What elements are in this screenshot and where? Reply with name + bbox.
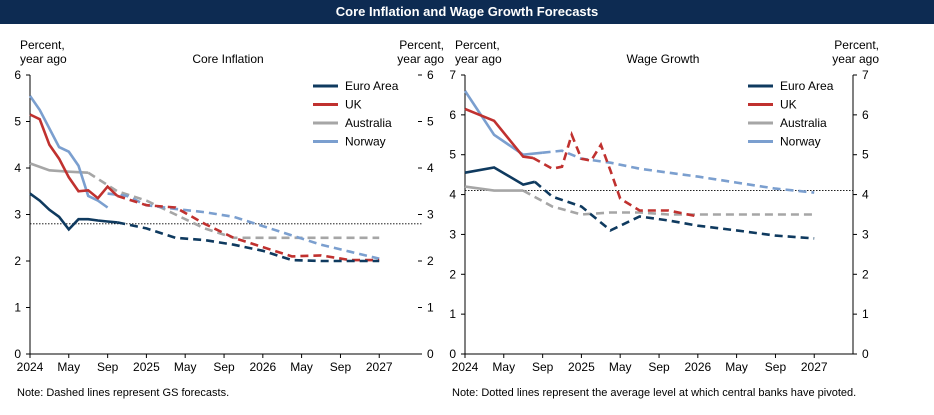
legend-label-australia: Australia bbox=[345, 116, 392, 130]
y-tick-label-right: 2 bbox=[427, 254, 434, 268]
y-tick-label-right: 6 bbox=[427, 68, 434, 82]
y-tick-label-left: 3 bbox=[14, 208, 21, 222]
series-line-australia-actual bbox=[464, 185, 524, 192]
panel-title: Wage Growth bbox=[627, 52, 700, 66]
y-tick-label-left: 5 bbox=[449, 148, 456, 162]
legend-label-euro-area: Euro Area bbox=[780, 79, 834, 93]
y-tick-label-right: 1 bbox=[862, 307, 869, 321]
legend-label-euro-area: Euro Area bbox=[345, 79, 399, 93]
x-tick-label: 2025 bbox=[568, 360, 595, 374]
y-tick-label-left: 4 bbox=[14, 161, 21, 175]
x-tick-label: Sep bbox=[330, 360, 352, 374]
series-line-uk-forecast bbox=[532, 130, 699, 218]
y-tick-label-right: 1 bbox=[427, 301, 434, 315]
series-line-uk-forecast bbox=[116, 194, 380, 262]
y-tick-label-right: 4 bbox=[862, 188, 869, 202]
series-line-euro-area-forecast bbox=[117, 221, 380, 263]
legend-label-uk: UK bbox=[345, 98, 362, 112]
legend-label-australia: Australia bbox=[780, 116, 827, 130]
figure-title: Core Inflation and Wage Growth Forecasts bbox=[0, 0, 934, 24]
note-right: Note: Dotted lines represent the average… bbox=[452, 387, 856, 399]
y-tick-label-right: 5 bbox=[862, 148, 869, 162]
y-tick-label-left: 3 bbox=[449, 227, 456, 241]
x-tick-label: May bbox=[725, 360, 748, 374]
x-tick-label: 2024 bbox=[452, 360, 479, 374]
x-tick-label: 2027 bbox=[366, 360, 393, 374]
y-tick-label-right: 3 bbox=[427, 208, 434, 222]
y-tick-label-left: 7 bbox=[449, 68, 456, 82]
y-tick-label-left: 5 bbox=[14, 115, 21, 129]
y-tick-label-right: 0 bbox=[862, 347, 869, 361]
y-tick-label-left: 4 bbox=[449, 188, 456, 202]
y-tick-label-left: 0 bbox=[14, 347, 21, 361]
series-line-norway-actual bbox=[463, 90, 543, 157]
series-line-euro-area-forecast bbox=[533, 180, 815, 240]
x-tick-label: 2026 bbox=[249, 360, 276, 374]
series-line-australia-actual bbox=[29, 162, 89, 174]
legend-label-norway: Norway bbox=[780, 135, 821, 149]
y-tick-label-left: 2 bbox=[14, 254, 21, 268]
x-tick-label: 2024 bbox=[17, 360, 44, 374]
y-tick-label-right: 0 bbox=[427, 347, 434, 361]
series-line-norway-actual bbox=[28, 95, 109, 209]
y-axis-label-right: Percent, bbox=[399, 38, 444, 52]
y-axis-label-right: Percent, bbox=[834, 38, 879, 52]
x-tick-label: Sep bbox=[532, 360, 554, 374]
y-tick-label-left: 2 bbox=[449, 267, 456, 281]
series-line-norway-forecast bbox=[542, 149, 815, 194]
y-axis-label-left: year ago bbox=[455, 52, 502, 66]
series-line-australia-forecast bbox=[87, 171, 380, 240]
y-tick-label-left: 6 bbox=[449, 108, 456, 122]
series-line-uk-actual bbox=[29, 113, 119, 201]
x-tick-label: May bbox=[492, 360, 515, 374]
series-line-euro-area-actual bbox=[464, 166, 536, 186]
y-tick-label-right: 6 bbox=[862, 108, 869, 122]
series-line-norway-forecast bbox=[107, 192, 380, 260]
y-axis-label-right: year ago bbox=[832, 52, 879, 66]
y-tick-label-left: 1 bbox=[449, 307, 456, 321]
x-tick-label: 2026 bbox=[684, 360, 711, 374]
y-tick-label-right: 2 bbox=[862, 267, 869, 281]
x-tick-label: May bbox=[609, 360, 632, 374]
x-tick-label: May bbox=[57, 360, 80, 374]
x-tick-label: Sep bbox=[648, 360, 670, 374]
y-tick-label-left: 1 bbox=[14, 301, 21, 315]
series-line-euro-area-actual bbox=[29, 192, 118, 232]
y-tick-label-right: 4 bbox=[427, 161, 434, 175]
x-tick-label: 2027 bbox=[801, 360, 828, 374]
panel-title: Core Inflation bbox=[192, 52, 263, 66]
x-tick-label: May bbox=[290, 360, 313, 374]
y-axis-label-left: Percent, bbox=[20, 38, 65, 52]
y-tick-label-left: 6 bbox=[14, 68, 21, 82]
note-left: Note: Dashed lines represent GS forecast… bbox=[17, 387, 229, 399]
y-axis-label-left: year ago bbox=[20, 52, 67, 66]
y-axis-label-right: year ago bbox=[397, 52, 444, 66]
legend-label-uk: UK bbox=[780, 98, 797, 112]
x-tick-label: 2025 bbox=[133, 360, 160, 374]
y-axis-label-left: Percent, bbox=[455, 38, 500, 52]
x-tick-label: Sep bbox=[213, 360, 235, 374]
x-tick-label: Sep bbox=[97, 360, 119, 374]
y-tick-label-right: 5 bbox=[427, 115, 434, 129]
x-tick-label: May bbox=[174, 360, 197, 374]
y-tick-label-right: 7 bbox=[862, 68, 869, 82]
legend-label-norway: Norway bbox=[345, 135, 386, 149]
series-line-uk-actual bbox=[464, 107, 534, 160]
series-line-australia-forecast bbox=[522, 189, 815, 216]
y-tick-label-left: 0 bbox=[449, 347, 456, 361]
y-tick-label-right: 3 bbox=[862, 227, 869, 241]
x-tick-label: Sep bbox=[765, 360, 787, 374]
